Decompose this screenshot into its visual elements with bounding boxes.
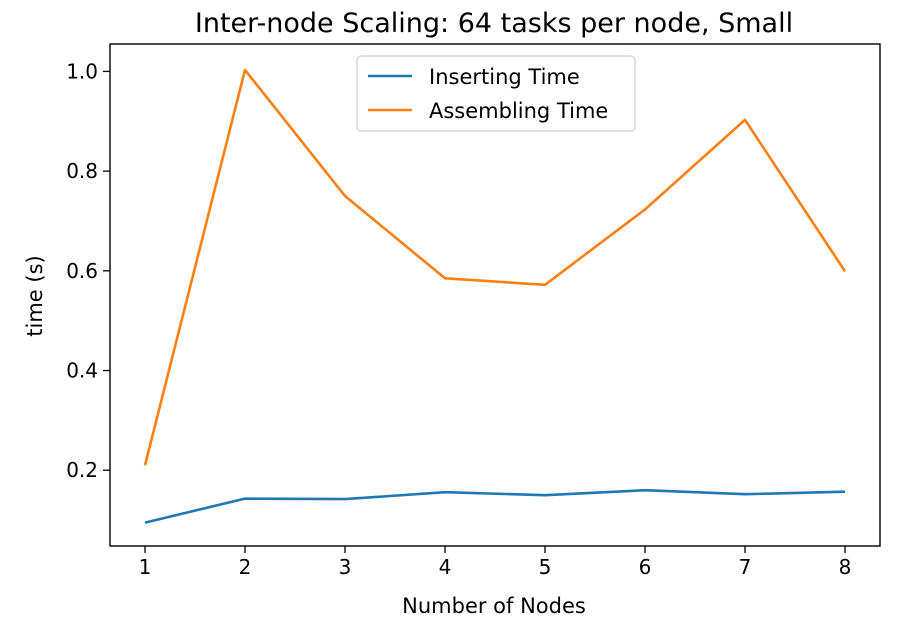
legend-label-assembling-time: Assembling Time: [429, 99, 608, 123]
legend: Inserting Time Assembling Time: [356, 55, 636, 132]
x-tick-label: 8: [839, 555, 852, 579]
x-tick-label: 5: [539, 555, 552, 579]
y-axis-label: time (s): [23, 255, 47, 336]
x-tick-label: 6: [639, 555, 652, 579]
x-tick-label: 7: [739, 555, 752, 579]
x-tick-label: 2: [239, 555, 252, 579]
x-axis-label: Number of Nodes: [402, 594, 586, 618]
x-tick-label: 1: [139, 555, 152, 579]
chart-title: Inter-node Scaling: 64 tasks per node, S…: [195, 8, 793, 39]
y-tick-label: 0.8: [66, 159, 98, 183]
y-axis: 0.2 0.4 0.6 0.8 1.0: [66, 59, 110, 482]
legend-label-inserting-time: Inserting Time: [429, 65, 580, 89]
legend-box: [356, 55, 636, 132]
x-axis: 1 2 3 4 5 6 7 8: [139, 546, 852, 579]
y-tick-label: 1.0: [66, 59, 98, 83]
series-line-inserting-time: [144, 488, 846, 524]
series-line-assembling-time: [143, 68, 847, 466]
plot-frame: [109, 43, 881, 547]
y-tick-label: 0.6: [66, 259, 98, 283]
x-tick-label: 4: [439, 555, 452, 579]
x-tick-label: 3: [339, 555, 352, 579]
y-tick-label: 0.4: [66, 359, 98, 383]
y-tick-label: 0.2: [66, 458, 98, 482]
series-layer: [143, 68, 847, 524]
